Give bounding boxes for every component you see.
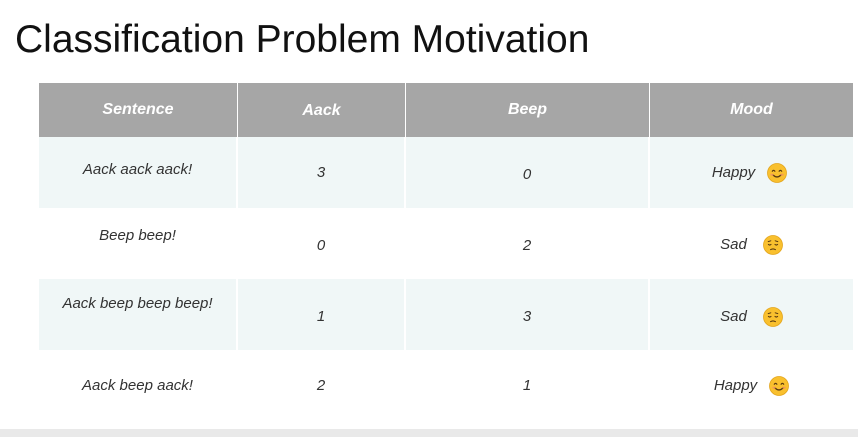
aack-count-cell: 2: [238, 350, 406, 421]
header-label: Sentence: [102, 101, 174, 118]
sentence-text: Aack beep aack!: [82, 377, 193, 394]
sentence-text: Aack aack aack!: [82, 161, 193, 178]
beep-count-cell: 0: [406, 137, 650, 208]
slide-title: Classification Problem Motivation: [15, 18, 590, 61]
beep-count-cell: 1: [406, 350, 650, 421]
sentence-cell: Aack beep beep beep!: [39, 279, 238, 350]
table-row: Aack beep beep beep! 1 3 Sad: [39, 279, 853, 350]
header-aack: Aack: [238, 83, 406, 137]
header-label: Mood: [730, 101, 773, 118]
table-row: Aack aack aack! 3 0 Happy: [39, 137, 853, 208]
beep-count-cell: 3: [406, 279, 650, 350]
aack-count: 2: [316, 377, 326, 394]
bottom-edge-strip: [0, 429, 858, 437]
table-header-row: Sentence Aack Beep Mood: [39, 83, 853, 137]
mood-cell: Sad: [650, 279, 853, 350]
beep-count: 1: [522, 377, 532, 394]
header-beep: Beep: [406, 83, 650, 137]
aack-count-cell: 3: [238, 137, 406, 208]
sentence-cell: Aack aack aack!: [39, 137, 238, 208]
header-label: Beep: [507, 101, 548, 118]
smiling-face-icon: [767, 162, 788, 183]
mood-label: Sad: [720, 236, 747, 253]
pensive-face-icon: [762, 234, 783, 255]
smiling-face-icon: [769, 375, 790, 396]
mood-label: Happy: [711, 164, 756, 181]
mood-label: Happy: [713, 377, 758, 394]
sentence-cell: Beep beep!: [39, 208, 238, 279]
beep-count: 3: [522, 308, 532, 325]
header-mood: Mood: [650, 83, 853, 137]
table-row: Aack beep aack! 2 1 Happy: [39, 350, 853, 421]
header-sentence: Sentence: [39, 83, 238, 137]
beep-count-cell: 2: [406, 208, 650, 279]
mood-cell: Happy: [650, 350, 853, 421]
aack-count-cell: 0: [238, 208, 406, 279]
beep-count: 2: [522, 237, 532, 254]
pensive-face-icon: [762, 306, 783, 327]
aack-count: 3: [316, 164, 326, 181]
mood-label: Sad: [720, 308, 747, 325]
header-label: Aack: [302, 102, 341, 119]
mood-cell: Happy: [650, 137, 853, 208]
table-row: Beep beep! 0 2 Sad: [39, 208, 853, 279]
sentence-cell: Aack beep aack!: [39, 350, 238, 421]
sentence-text: Aack beep beep beep!: [62, 295, 213, 312]
sentence-text: Beep beep!: [99, 227, 176, 244]
beep-count: 0: [522, 166, 532, 183]
data-table: Sentence Aack Beep Mood Aack aack aack! …: [39, 83, 853, 421]
aack-count: 0: [316, 237, 326, 254]
mood-cell: Sad: [650, 208, 853, 279]
aack-count: 1: [316, 308, 326, 325]
aack-count-cell: 1: [238, 279, 406, 350]
